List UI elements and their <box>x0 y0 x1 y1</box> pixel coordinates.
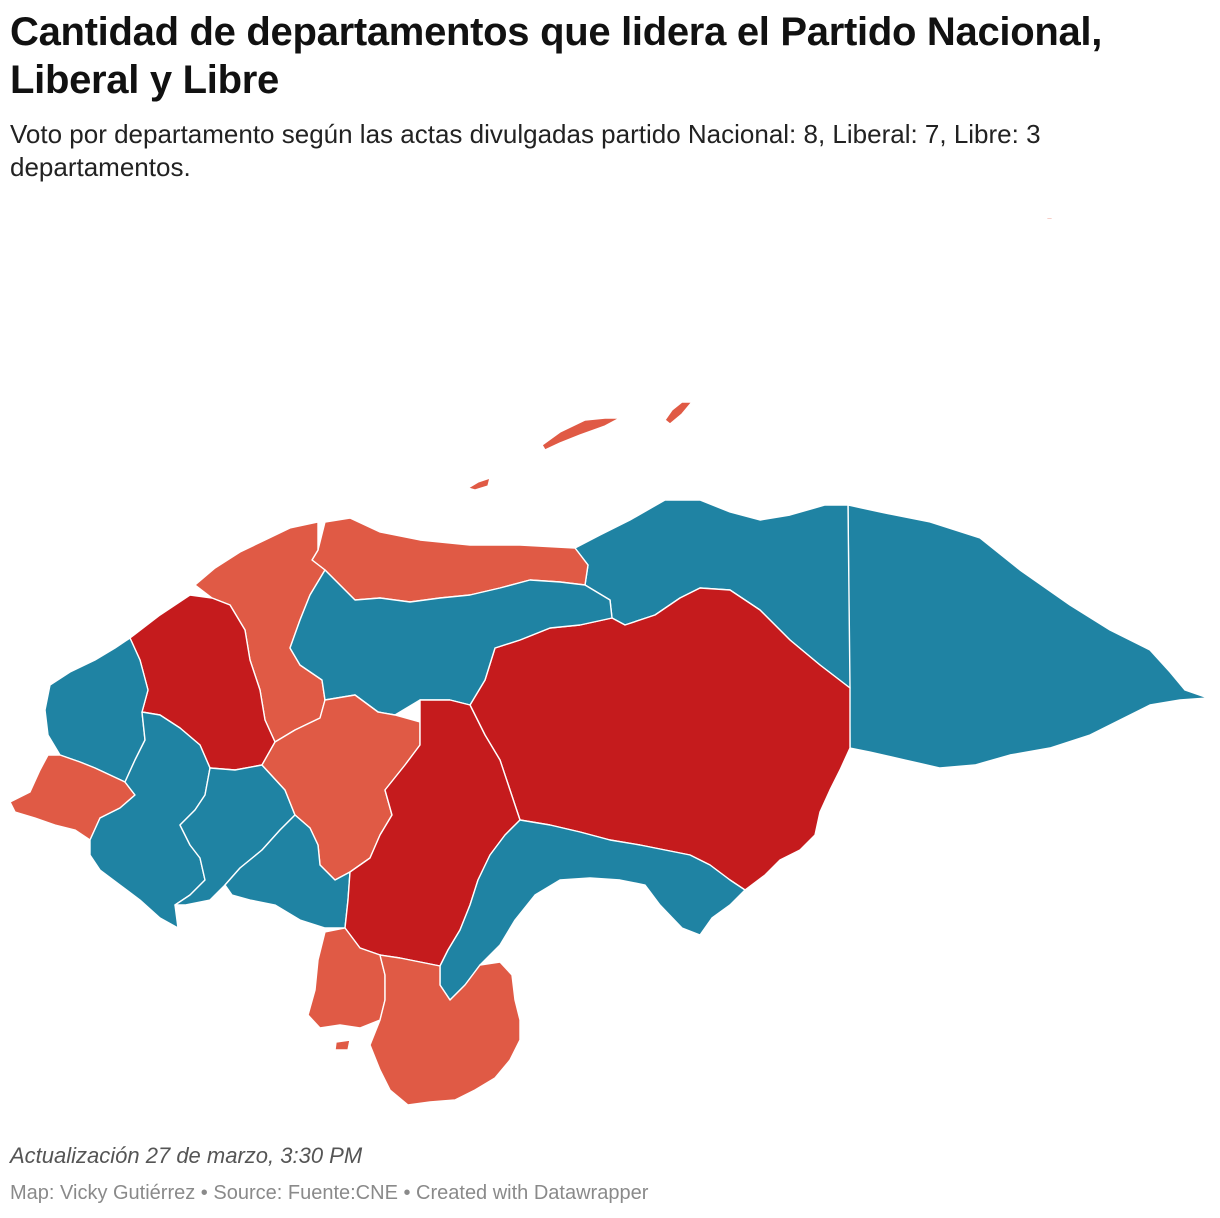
byline: Map: Vicky Gutiérrez • Source: Fuente:CN… <box>10 1182 648 1205</box>
dept-la-paz[interactable] <box>224 814 351 929</box>
byline-separator: • <box>195 1182 214 1204</box>
dept-islas-swan[interactable] <box>1045 216 1054 221</box>
update-note: Actualización 27 de marzo, 3:30 PM <box>10 1143 363 1168</box>
dept-choluteca[interactable] <box>369 954 521 1106</box>
chart-header: Cantidad de departamentos que lidera el … <box>10 8 1200 184</box>
map-credit: Map: Vicky Gutiérrez <box>10 1182 196 1204</box>
dept-islas-roatan[interactable] <box>541 417 621 451</box>
dept-islas-guanaja[interactable] <box>664 401 693 425</box>
datawrapper-link[interactable]: Created with Datawrapper <box>416 1182 649 1204</box>
map-subtitle: Voto por departamento según las actas di… <box>10 119 1041 182</box>
dept-gracias-a-dios[interactable] <box>847 504 1209 769</box>
dept-valle[interactable] <box>307 927 386 1029</box>
dept-valle-island[interactable] <box>334 1039 351 1051</box>
dept-islas-utila[interactable] <box>467 477 491 491</box>
source-credit: Source: Fuente:CNE <box>213 1182 398 1204</box>
byline-separator: • <box>397 1182 417 1204</box>
honduras-map <box>9 216 1209 1106</box>
dept-el-paraiso[interactable] <box>439 819 746 1001</box>
map-title: Cantidad de departamentos que lidera el … <box>10 10 1103 102</box>
